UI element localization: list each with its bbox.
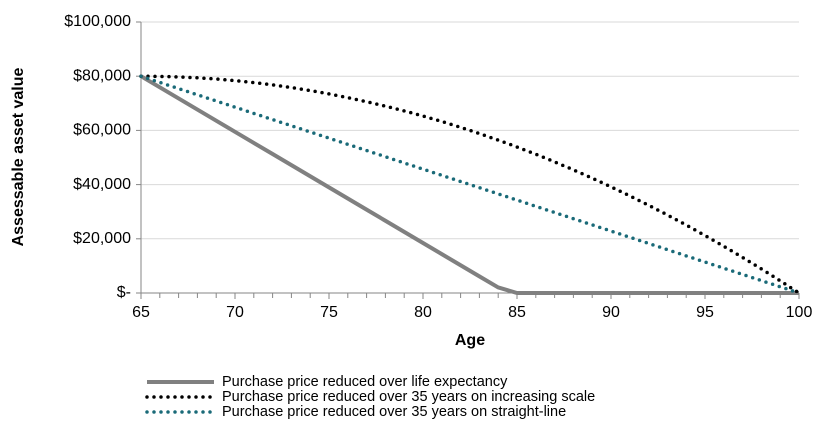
x-tick-label: 95	[696, 304, 714, 321]
x-tick-label: 90	[602, 304, 620, 321]
x-tick-label: 80	[414, 304, 432, 321]
y-tick-label: $80,000	[73, 67, 131, 84]
y-tick-label: $100,000	[64, 13, 131, 30]
series-line	[139, 74, 799, 295]
x-tick-label: 75	[320, 304, 338, 321]
x-tick-label: 65	[132, 304, 150, 321]
legend-label: Purchase price reduced over 35 years on …	[222, 404, 566, 420]
x-axis-label: Age	[455, 332, 485, 349]
x-tick-label: 100	[786, 304, 813, 321]
legend-label: Purchase price reduced over 35 years on …	[222, 389, 595, 405]
x-tick-label: 70	[226, 304, 244, 321]
y-tick-label: $-	[117, 284, 131, 301]
x-tick-label: 85	[508, 304, 526, 321]
y-tick-label: $40,000	[73, 176, 131, 193]
y-tick-label: $20,000	[73, 230, 131, 247]
series-line	[139, 74, 801, 295]
y-axis-label: Assessable asset value	[10, 68, 27, 247]
legend-label: Purchase price reduced over life expecta…	[222, 374, 508, 390]
y-tick-label: $60,000	[73, 122, 131, 139]
